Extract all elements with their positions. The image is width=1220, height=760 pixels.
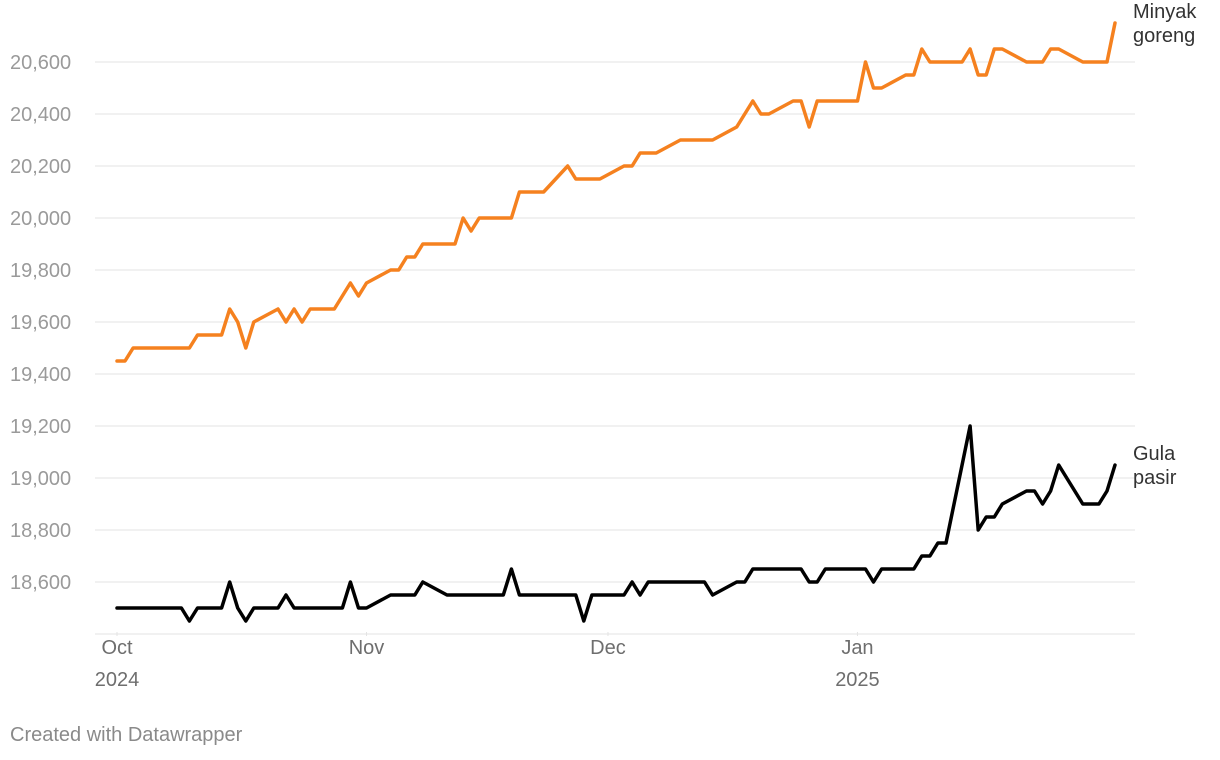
- series-label: pasir: [1133, 467, 1177, 489]
- x-axis-ticks: Oct 2024 Nov Dec Jan 2025: [95, 632, 880, 691]
- series-label: Gula: [1133, 443, 1176, 465]
- y-tick-label: 19,800: [10, 260, 71, 282]
- x-tick-sublabel: 2025: [835, 669, 880, 691]
- y-tick-label: 19,400: [10, 364, 71, 386]
- credit-footer: Created with Datawrapper: [10, 724, 243, 746]
- x-tick-label: Jan: [841, 637, 873, 659]
- gridlines: [95, 61, 1135, 635]
- x-tick-label: Nov: [349, 637, 385, 659]
- y-tick-label: 18,800: [10, 520, 71, 542]
- y-tick-label: 19,000: [10, 468, 71, 490]
- x-tick-label: Dec: [590, 637, 626, 659]
- series-label: Minyak: [1133, 1, 1197, 23]
- y-tick-label: 18,600: [10, 572, 71, 594]
- y-tick-label: 20,400: [10, 104, 71, 126]
- series-label: goreng: [1133, 25, 1195, 47]
- y-tick-label: 19,600: [10, 312, 71, 334]
- series-line: [115, 21, 1117, 363]
- y-axis-ticks: 18,600 18,800 19,000 19,200 19,400 19,600 19,8…: [10, 52, 71, 594]
- y-tick-label: 19,200: [10, 416, 71, 438]
- series-lines: [115, 21, 1117, 623]
- series-line: [115, 424, 1117, 623]
- x-tick-label: Oct: [101, 637, 133, 659]
- y-tick-label: 20,200: [10, 156, 71, 178]
- y-tick-label: 20,000: [10, 208, 71, 230]
- y-tick-label: 20,600: [10, 52, 71, 74]
- x-tick-sublabel: 2024: [95, 669, 140, 691]
